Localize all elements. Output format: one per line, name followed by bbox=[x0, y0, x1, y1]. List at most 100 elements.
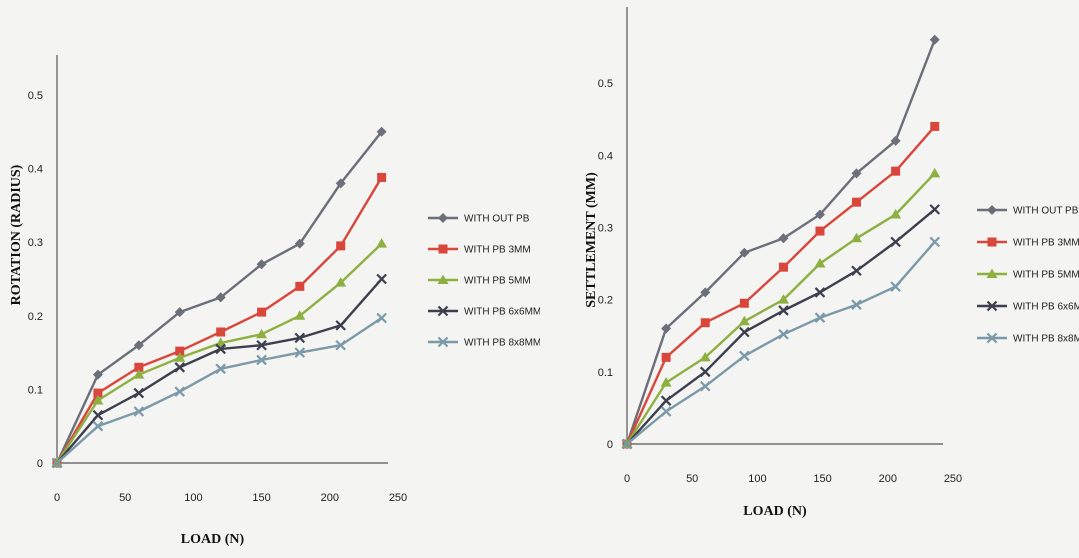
series-with-pb-6x6mm-point-6 bbox=[851, 265, 862, 277]
legend: WITH OUT PB WITH PB 3MM WITH PB 5MM WITH PB… bbox=[428, 213, 540, 349]
series-with-out-pb bbox=[52, 126, 387, 468]
legend-label: WITH PB 5MM bbox=[464, 276, 531, 287]
legend-item: WITH PB 5MM bbox=[977, 268, 1079, 281]
series-with-pb-5mm-point-6 bbox=[851, 232, 863, 243]
series-with-pb-8x8mm bbox=[621, 236, 941, 450]
legend-label: WITH PB 3MM bbox=[1013, 238, 1079, 249]
series-with-pb-6x6mm-point-7 bbox=[890, 236, 901, 248]
series-with-pb-6x6mm-point-7 bbox=[335, 320, 346, 331]
legend: WITH OUT PB WITH PB 3MM WITH PB 5MM WITH PB… bbox=[977, 205, 1079, 345]
y-tick-label: 0.2 bbox=[28, 311, 43, 323]
series-with-pb-5mm-point-6 bbox=[294, 310, 306, 320]
legend-label: WITH PB 6x6MM bbox=[464, 307, 540, 318]
series-with-pb-5mm-point-1 bbox=[660, 377, 672, 387]
series-with-pb-8x8mm-point-3 bbox=[174, 386, 186, 397]
series-with-pb-6x6mm-point-8 bbox=[376, 273, 387, 285]
series-with-pb-5mm-point-3 bbox=[174, 352, 186, 362]
x-axis-title: LOAD (N) bbox=[743, 504, 807, 519]
legend-item: WITH PB 6x6MM bbox=[428, 305, 540, 318]
series-with-pb-5mm-line bbox=[55, 242, 383, 464]
y-tick-label: 0.1 bbox=[598, 367, 613, 379]
series-with-out-pb-point-4 bbox=[778, 233, 789, 244]
series-with-pb-8x8mm-point-1 bbox=[92, 420, 104, 432]
series-with-pb-6x6mm-point-1 bbox=[92, 409, 104, 421]
series-with-pb-6x6mm-point-4 bbox=[215, 343, 226, 355]
legend-item: WITH PB 8x8MM bbox=[428, 336, 540, 349]
series-with-pb-8x8mm-point-0 bbox=[51, 457, 63, 469]
series-with-pb-3mm-point-6 bbox=[295, 281, 305, 291]
series-with-pb-3mm-line bbox=[55, 176, 383, 464]
x-tick-label: 150 bbox=[252, 492, 270, 504]
legend-item: WITH PB 6x6MM bbox=[977, 300, 1079, 313]
series-with-pb-6x6mm-point-1 bbox=[660, 395, 672, 406]
series-with-out-pb-point-3 bbox=[174, 307, 185, 318]
series-with-out-pb-point-3 bbox=[739, 247, 750, 258]
series-with-out-pb-point-2 bbox=[700, 287, 711, 298]
series-with-pb-5mm-point-2 bbox=[133, 369, 145, 379]
legend-label: WITH OUT PB bbox=[464, 214, 530, 225]
series-with-pb-8x8mm-point-6 bbox=[851, 299, 862, 310]
series-with-pb-8x8mm-point-8 bbox=[929, 236, 941, 248]
series-with-pb-3mm-point-7 bbox=[336, 241, 346, 251]
x-tick-label: 50 bbox=[119, 492, 131, 504]
legend-marker-point-0 bbox=[987, 205, 997, 215]
rotation-chart: 0 50 100 150 200 250 0 0.1 0.2 0.3 0.4 0.5 LOAD (N) R… bbox=[9, 55, 540, 547]
legend-marker-point-0 bbox=[437, 274, 449, 284]
x-tick-label: 200 bbox=[879, 473, 897, 485]
series-with-pb-8x8mm-point-2 bbox=[133, 406, 145, 417]
legend-marker-point-0 bbox=[438, 244, 448, 254]
series-with-pb-8x8mm-point-7 bbox=[335, 339, 346, 351]
series-with-out-pb-point-6 bbox=[294, 238, 305, 249]
y-tick-label: 0.1 bbox=[28, 384, 43, 396]
series-with-pb-8x8mm-point-6 bbox=[294, 347, 306, 358]
series-with-pb-5mm-point-3 bbox=[738, 315, 750, 326]
x-tick-label: 200 bbox=[321, 492, 339, 504]
axes bbox=[56, 55, 388, 464]
series-with-pb-3mm-point-5 bbox=[257, 307, 267, 317]
series-with-pb-6x6mm-point-6 bbox=[294, 332, 306, 344]
legend-item: WITH PB 3MM bbox=[428, 244, 531, 256]
series-with-pb-6x6mm-point-3 bbox=[174, 362, 186, 373]
legend-label: WITH PB 8x8MM bbox=[464, 338, 540, 349]
series-with-pb-3mm-point-8 bbox=[930, 121, 940, 131]
legend-label: WITH PB 3MM bbox=[464, 245, 531, 256]
series-with-pb-3mm-point-3 bbox=[739, 298, 749, 308]
series-with-pb-6x6mm-line bbox=[626, 208, 936, 445]
series-with-pb-8x8mm-point-2 bbox=[699, 380, 711, 392]
series-with-pb-3mm-point-8 bbox=[377, 172, 387, 182]
series-with-out-pb-point-7 bbox=[890, 135, 901, 146]
series-with-pb-8x8mm bbox=[51, 312, 387, 469]
legend-marker-point-0 bbox=[986, 268, 998, 278]
series-with-pb-5mm-point-8 bbox=[929, 167, 941, 178]
series-with-pb-8x8mm-point-4 bbox=[215, 363, 226, 375]
series-with-pb-3mm-point-7 bbox=[891, 166, 901, 176]
y-tick-label: 0.5 bbox=[28, 90, 43, 102]
series-with-pb-6x6mm-point-2 bbox=[699, 366, 711, 378]
y-tick-label: 0.2 bbox=[598, 295, 613, 307]
series-with-out-pb-point-2 bbox=[133, 340, 144, 351]
legend-label: WITH OUT PB bbox=[1013, 206, 1079, 217]
series-with-out-pb bbox=[622, 34, 940, 449]
settlement-chart: 0 50 100 150 200 250 0 0.1 0.2 0.3 0.4 0.5 LOAD (N) S… bbox=[584, 7, 1079, 519]
series-with-out-pb-point-1 bbox=[92, 369, 103, 380]
x-tick-label: 150 bbox=[813, 473, 831, 485]
series-with-pb-6x6mm-point-4 bbox=[778, 305, 789, 316]
legend-marker-point-0 bbox=[438, 213, 448, 223]
series-with-pb-8x8mm-point-1 bbox=[660, 406, 672, 417]
series-with-pb-5mm-point-7 bbox=[890, 208, 902, 219]
series-with-pb-5mm-point-7 bbox=[335, 277, 347, 287]
series-with-out-pb-point-4 bbox=[215, 292, 226, 303]
x-tick-label: 0 bbox=[624, 473, 630, 485]
series-with-pb-5mm bbox=[51, 238, 388, 467]
legend-item: WITH PB 3MM bbox=[977, 237, 1079, 249]
series-with-out-pb-point-5 bbox=[256, 259, 267, 270]
series-with-out-pb-point-8 bbox=[929, 34, 940, 45]
series-with-pb-3mm-point-1 bbox=[93, 388, 103, 398]
legend-label: WITH PB 8x8MM bbox=[1013, 334, 1079, 345]
legend-label: WITH PB 5MM bbox=[1013, 270, 1079, 281]
legend-label: WITH PB 6x6MM bbox=[1013, 302, 1079, 313]
legend-item: WITH PB 5MM bbox=[428, 274, 531, 287]
legend-marker-point-0 bbox=[986, 300, 998, 312]
series-with-out-pb-point-7 bbox=[335, 178, 346, 189]
